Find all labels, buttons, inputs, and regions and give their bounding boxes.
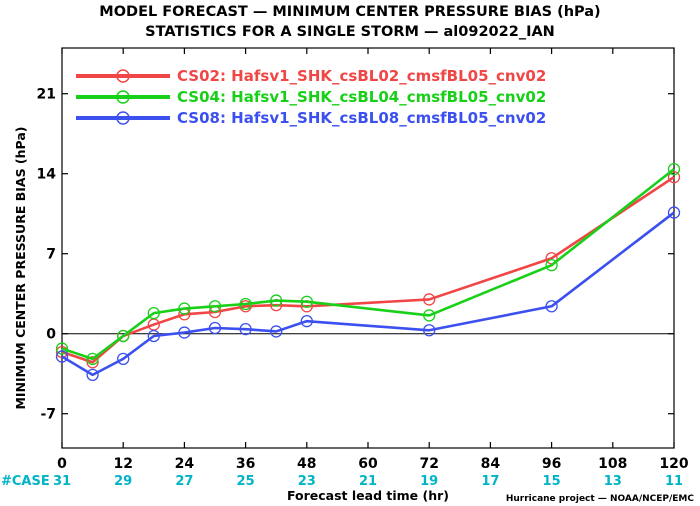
case-count: 23: [298, 474, 316, 489]
data-point: [300, 314, 313, 328]
y-tick-label: -7: [40, 407, 56, 423]
data-point: [117, 329, 130, 343]
x-tick-label: 84: [481, 456, 501, 472]
data-point: [86, 352, 99, 366]
series-line: [61, 176, 675, 364]
case-count: 11: [665, 474, 683, 489]
data-point: [55, 350, 69, 363]
data-point: [545, 300, 558, 313]
data-point: [667, 162, 681, 176]
x-tick-label: 96: [542, 456, 561, 472]
case-count: 19: [420, 474, 438, 489]
data-point: [86, 368, 99, 382]
case-count: 21: [359, 474, 377, 489]
legend-swatch-marker: [116, 90, 130, 104]
case-counts: 31 29 27 25 23 21 19 17 15 13 11: [53, 474, 683, 489]
case-count: 17: [481, 474, 499, 489]
data-point: [270, 294, 283, 307]
data-point: [147, 329, 160, 343]
x-axis-ticks: 0 12 24 36 48 60 72 84 96 108 120: [57, 48, 689, 472]
data-point: [270, 325, 283, 338]
case-count: 25: [237, 474, 255, 489]
y-tick-label: 0: [46, 327, 56, 343]
data-point: [147, 306, 160, 320]
data-point: [667, 206, 681, 219]
x-tick-label: 72: [419, 456, 438, 472]
legend-swatch-marker: [116, 69, 130, 83]
x-tick-label: 60: [358, 456, 378, 472]
case-count: 29: [114, 474, 132, 489]
x-tick-label: 0: [57, 456, 67, 472]
x-tick-label: 24: [175, 456, 195, 472]
data-point: [239, 297, 252, 311]
y-tick-label: 7: [46, 247, 56, 263]
data-point: [86, 356, 99, 369]
data-point: [423, 309, 436, 322]
data-point: [239, 322, 252, 336]
data-point: [117, 352, 130, 366]
x-tick-label: 108: [598, 456, 627, 472]
legend: CS02: Hafsv1_SHK_csBL02_cmsfBL05_cnv02 CS…: [76, 67, 546, 127]
data-point: [178, 302, 191, 315]
legend-label: CS02: Hafsv1_SHK_csBL02_cmsfBL05_cnv02: [177, 67, 546, 85]
case-count: 31: [53, 474, 71, 489]
data-point: [667, 170, 681, 184]
data-point: [423, 293, 436, 306]
data-point: [300, 295, 313, 308]
chart-title: MODEL FORECAST — MINIMUM CENTER PRESSURE…: [99, 4, 600, 20]
y-tick-label: 21: [37, 87, 56, 103]
data-point: [208, 300, 222, 313]
x-tick-label: 36: [236, 456, 255, 472]
y-axis-ticks: -7 0 7 14 21: [37, 87, 674, 423]
case-count: 27: [175, 474, 193, 489]
data-point: [55, 342, 69, 355]
x-tick-label: 12: [113, 456, 132, 472]
case-count: 13: [604, 474, 622, 489]
data-point: [423, 324, 436, 337]
x-axis-label: Forecast lead time (hr): [287, 488, 449, 503]
series-2: [55, 206, 681, 382]
plot-frame: [61, 47, 675, 449]
y-axis-label: MINIMUM CENTER PRESSURE BIAS (hPa): [13, 126, 28, 409]
legend-swatch-marker: [116, 111, 130, 125]
data-point: [545, 258, 558, 272]
data-point: [178, 326, 191, 339]
x-tick-label: 120: [659, 456, 688, 472]
case-count: 15: [543, 474, 561, 489]
legend-label: CS08: Hafsv1_SHK_csBL08_cmsfBL05_cnv02: [177, 109, 546, 127]
series-line: [61, 168, 675, 361]
series-group: [55, 162, 681, 382]
series-1: [55, 162, 681, 366]
credit-text: Hurricane project — NOAA/NCEP/EMC: [506, 494, 695, 504]
case-count-label: #CASE: [1, 474, 50, 489]
y-tick-label: 14: [37, 167, 57, 183]
x-tick-label: 48: [297, 456, 316, 472]
chart-subtitle: STATISTICS FOR A SINGLE STORM — al092022…: [145, 24, 555, 40]
legend-label: CS04: Hafsv1_SHK_csBL04_cmsfBL05_cnv02: [177, 88, 546, 106]
data-point: [208, 321, 222, 335]
